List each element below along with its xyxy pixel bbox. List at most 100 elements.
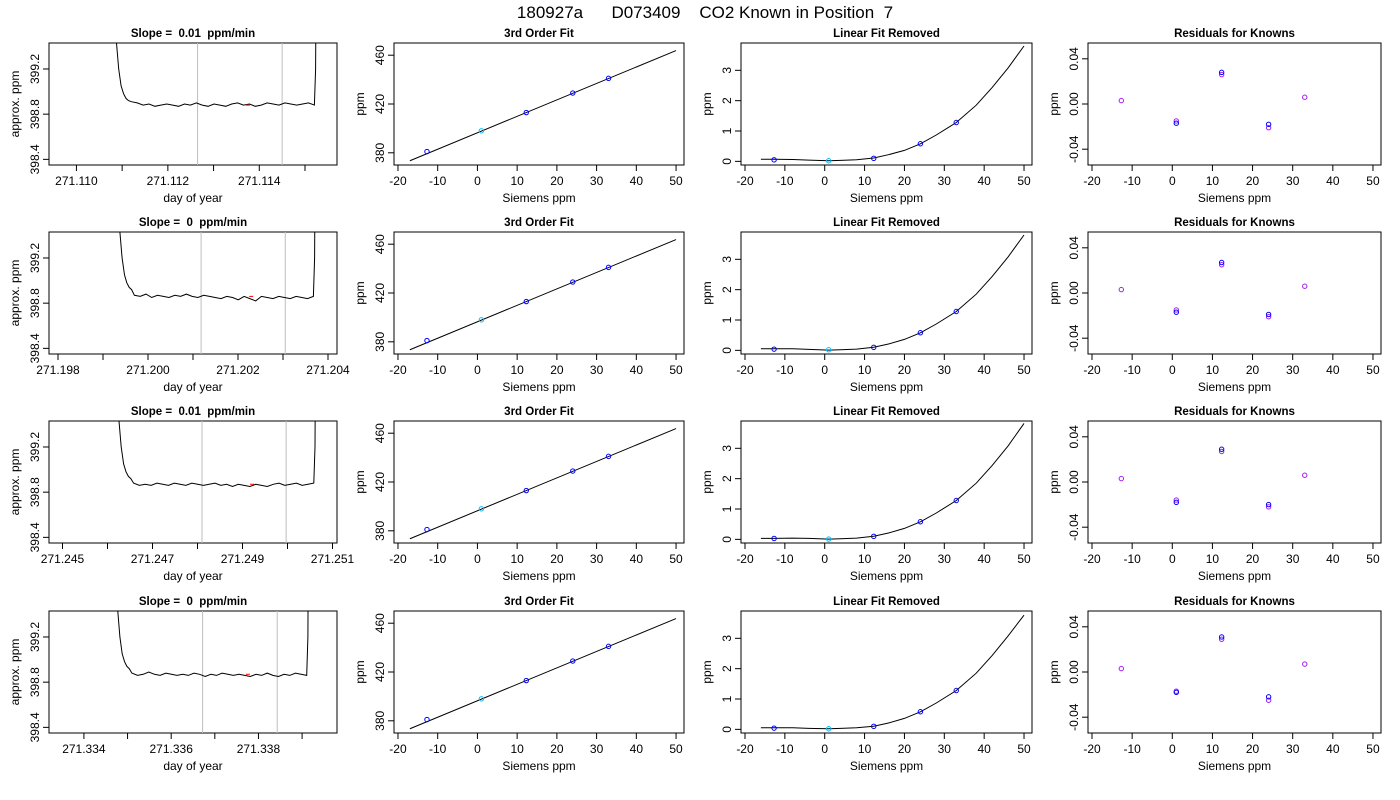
chart-row2-fit-ylabel: ppm [353, 281, 367, 304]
chart-row1-fit-point [424, 148, 430, 155]
chart-row4-residuals-point-secondary [1265, 694, 1272, 700]
chart-row3-fit-xtick-label: 20 [550, 552, 564, 566]
chart-row1-residuals-plot-area [1118, 69, 1308, 131]
chart-row1-linear-removed-title: Linear Fit Removed [833, 28, 940, 40]
chart-row1-fit-xtick-label: 20 [550, 174, 564, 188]
chart-row3-residuals-xtick-label: 30 [1286, 552, 1300, 566]
chart-row4-residuals-ylabel: ppm [1047, 660, 1061, 683]
chart-row4-fit-frame [393, 610, 685, 734]
chart-row2-trace-ytick-label: 399.2 [28, 243, 42, 273]
chart-row4-fit-xtick-label: 30 [590, 742, 604, 756]
chart-row1-fit-point [570, 90, 576, 96]
chart-row1-linear-removed-xtick-label: 10 [858, 174, 872, 188]
chart-row3-trace-ytick-label: 398.8 [28, 477, 42, 507]
chart-row2-fit-point [523, 298, 529, 305]
chart-row3-fit-fit-line [409, 428, 677, 540]
chart-row1-trace-xlabel: day of year [163, 191, 222, 205]
chart-row3-trace-ytick-label: 399.2 [28, 432, 42, 462]
chart-row2-residuals-point [1173, 307, 1180, 313]
chart-row1-residuals-xtick-label: -20 [1083, 174, 1101, 188]
chart-row3-fit-point [570, 468, 576, 474]
chart-row2-trace-plot-area [119, 232, 316, 354]
chart-row3-linear-removed-point [771, 535, 777, 542]
chart-row4-residuals-xtick-label: -20 [1083, 742, 1101, 756]
chart-row1-residuals-point [1118, 97, 1125, 104]
chart-row2-trace-xtick-label: 271.204 [306, 363, 350, 377]
chart-row2-linear-removed-xtick-label: 0 [821, 363, 828, 377]
chart-row4-fit-point [424, 716, 430, 723]
chart-row2-linear-removed-ytick-label: 1 [720, 316, 734, 323]
chart-row4-linear-removed-xlabel: Siemens ppm [850, 759, 923, 773]
chart-row2-fit-point [478, 317, 485, 323]
chart-row2-linear-removed-frame [740, 231, 1033, 355]
chart-row3-trace-ytick-label: 398.4 [28, 522, 42, 552]
chart-row2-residuals-point [1118, 286, 1125, 293]
chart-row1-linear-removed-xlabel: Siemens ppm [850, 191, 923, 205]
chart-row3-residuals-xtick-label: 50 [1366, 552, 1380, 566]
chart-row1-fit-xtick-label: 40 [630, 174, 644, 188]
chart-row2-trace-trace-line [119, 232, 316, 302]
chart-row2-trace-xlabel: day of year [163, 380, 222, 394]
chart-row4-linear-removed-panel: Linear Fit Removed -20 -10 0 10 20 30 40 50 0 1 2 3 S… [700, 596, 1033, 773]
chart-row3-linear-removed-frame [740, 420, 1033, 544]
chart-row4-residuals-xtick-label: -10 [1123, 742, 1141, 756]
chart-row1-residuals-point-secondary [1173, 120, 1180, 126]
chart-row3-fit-xtick-label: -10 [429, 552, 447, 566]
chart-row1-residuals-xtick-label: 20 [1246, 174, 1260, 188]
chart-row2-linear-removed-fit-curve [760, 234, 1025, 351]
chart-row3-residuals-xtick-label: -20 [1083, 552, 1101, 566]
chart-row4-trace-trace-line [117, 611, 309, 678]
chart-row4-residuals-xtick-label: 0 [1169, 742, 1176, 756]
chart-row1-residuals-ylabel: ppm [1047, 92, 1061, 115]
chart-row1-residuals-xtick-label: 50 [1366, 174, 1380, 188]
chart-row4-linear-removed-point [825, 726, 832, 732]
chart-row4-linear-removed-point [953, 687, 959, 694]
figure-suptitle: 180927a D073409 CO2 Known in Position 7 [517, 3, 893, 22]
chart-row2-residuals-panel: Residuals for Knowns -20 -10 0 10 20 30 40 50 -0.… [1047, 217, 1382, 394]
chart-row1-fit-xtick-label: -20 [389, 174, 407, 188]
chart-row3-linear-removed-point [953, 497, 959, 504]
chart-row3-fit-point [424, 526, 430, 533]
chart-row4-residuals-xtick-label: 50 [1366, 742, 1380, 756]
chart-row4-fit-xtick-label: 20 [550, 742, 564, 756]
chart-row2-linear-removed-xtick-label: 50 [1017, 363, 1031, 377]
chart-row3-linear-removed-point [825, 536, 832, 542]
chart-row2-fit-point [605, 264, 612, 271]
chart-row3-linear-removed-xtick-label: 50 [1017, 552, 1031, 566]
chart-row1-fit-xtick-label: 30 [590, 174, 604, 188]
chart-row2-fit-point [424, 337, 430, 344]
chart-row4-trace-ylabel: approx. ppm [8, 639, 22, 706]
chart-row3-residuals-point [1173, 497, 1180, 503]
chart-row4-linear-removed-frame [740, 610, 1033, 734]
chart-row1-linear-removed-panel: Linear Fit Removed -20 -10 0 10 20 30 40 50 0 1 2 3 S… [700, 28, 1033, 205]
chart-row1-linear-removed-xtick-label: 40 [977, 174, 991, 188]
chart-row1-fit-ytick-label: 380 [373, 142, 387, 162]
chart-row3-fit-point [478, 506, 485, 512]
chart-row1-linear-removed-xtick-label: 30 [938, 174, 952, 188]
chart-row4-fit-point [523, 677, 529, 684]
chart-row1-residuals-point-secondary [1265, 121, 1272, 128]
chart-row4-fit-xtick-label: -20 [389, 742, 407, 756]
chart-row3-linear-removed-xtick-label: -10 [776, 552, 794, 566]
chart-row3-linear-removed-ytick-label: 1 [720, 505, 734, 512]
chart-row3-residuals-point-secondary [1173, 499, 1180, 506]
chart-row2-linear-removed-point [917, 330, 924, 336]
chart-row1-residuals-xtick-label: -10 [1123, 174, 1141, 188]
chart-row3-trace-frame [48, 420, 338, 544]
chart-row1-fit-xtick-label: -10 [429, 174, 447, 188]
chart-row3-linear-removed-point [917, 519, 924, 525]
chart-row1-residuals-point-secondary [1218, 69, 1225, 76]
chart-row3-trace-xlabel: day of year [163, 569, 222, 583]
chart-row4-trace-xtick-label: 271.334 [62, 742, 106, 756]
chart-row3-residuals-frame [1087, 420, 1382, 544]
chart-row3-fit-xtick-label: 0 [474, 552, 481, 566]
chart-row1-fit-point [605, 75, 612, 82]
chart-row4-fit-point [605, 643, 612, 650]
chart-row4-residuals-plot-area [1118, 634, 1308, 703]
chart-row3-linear-removed-title: Linear Fit Removed [833, 406, 940, 418]
chart-row2-fit-title: 3rd Order Fit [504, 217, 574, 229]
chart-row3-residuals-point-secondary [1218, 446, 1225, 452]
chart-row2-fit-xtick-label: 10 [510, 363, 524, 377]
chart-row4-linear-removed-xtick-label: 40 [977, 742, 991, 756]
chart-row3-residuals-point [1218, 448, 1225, 455]
